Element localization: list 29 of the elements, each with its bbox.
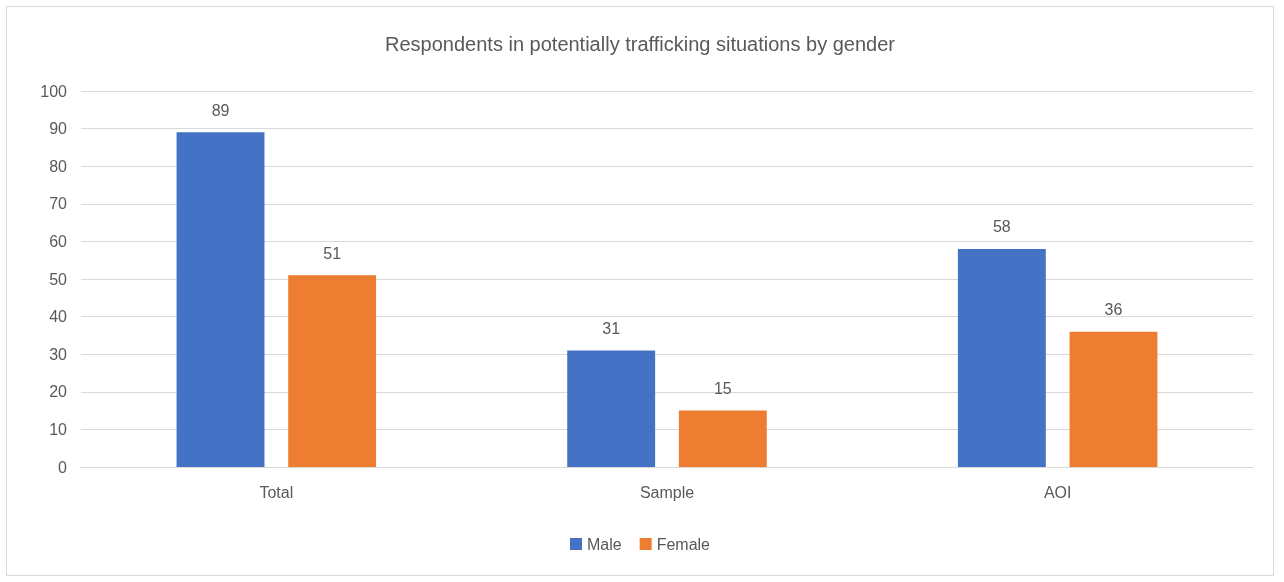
data-label: 58 bbox=[992, 218, 1011, 236]
x-tick-label: Sample bbox=[639, 483, 695, 501]
data-label: 51 bbox=[323, 244, 342, 262]
y-tick-label: 60 bbox=[49, 232, 68, 250]
bar bbox=[957, 248, 1046, 467]
y-tick-label: 70 bbox=[49, 195, 68, 213]
y-tick-label: 90 bbox=[49, 120, 68, 138]
y-tick-label: 50 bbox=[49, 270, 68, 288]
x-tick-label: AOI bbox=[1043, 483, 1072, 501]
bar bbox=[176, 132, 265, 467]
y-tick-label: 30 bbox=[49, 345, 68, 363]
y-tick-label: 20 bbox=[49, 383, 68, 401]
bar bbox=[678, 410, 767, 467]
y-tick-label: 40 bbox=[49, 308, 68, 326]
bar bbox=[1069, 331, 1158, 467]
data-label: 15 bbox=[713, 380, 732, 398]
data-label: 31 bbox=[602, 319, 621, 337]
bar bbox=[567, 350, 656, 467]
legend-label: Male bbox=[586, 535, 622, 553]
legend-label: Female bbox=[656, 535, 711, 553]
y-tick-label: 80 bbox=[49, 157, 68, 175]
y-tick-label: 10 bbox=[49, 420, 68, 438]
bar bbox=[288, 275, 377, 467]
data-label: 89 bbox=[211, 101, 230, 119]
y-tick-label: 0 bbox=[58, 458, 68, 476]
x-tick-label: Total bbox=[259, 483, 294, 501]
y-tick-label: 100 bbox=[40, 82, 68, 100]
data-label: 36 bbox=[1104, 301, 1123, 319]
chart-title: Respondents in potentially trafficking situations by gender bbox=[385, 33, 896, 55]
